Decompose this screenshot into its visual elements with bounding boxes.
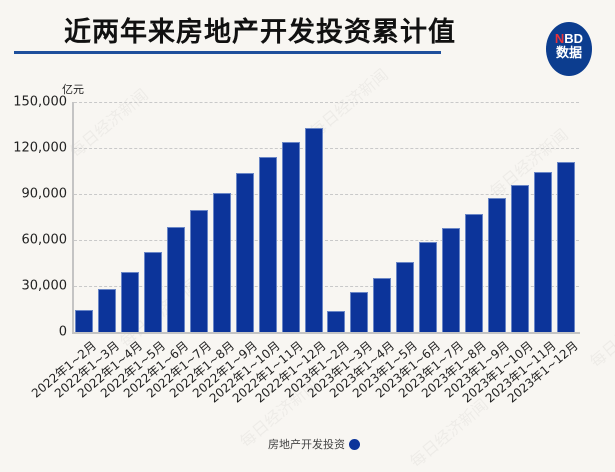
gridline [74, 194, 579, 195]
bar[interactable] [511, 184, 530, 332]
y-tick-label: 150,000 [13, 94, 67, 110]
bar[interactable] [327, 311, 346, 332]
legend-label: 房地产开发投资 [268, 438, 345, 451]
y-tick-label: 120,000 [13, 140, 67, 156]
bar[interactable] [419, 242, 438, 332]
bar[interactable] [235, 173, 254, 332]
bar[interactable] [442, 228, 461, 332]
legend-dot-icon [349, 439, 360, 450]
watermark: 每日经济新闻 [404, 392, 493, 472]
gridline [74, 102, 579, 103]
bar[interactable] [534, 172, 552, 332]
bar[interactable] [75, 309, 93, 332]
legend: 房地产开发投资 [268, 436, 360, 452]
bar[interactable] [350, 292, 369, 332]
y-axis-line [72, 102, 74, 333]
bar[interactable] [258, 157, 277, 332]
y-tick-label: 0 [58, 324, 67, 340]
bar[interactable] [166, 227, 185, 332]
gridline [74, 240, 579, 241]
logo-n: N [554, 31, 565, 46]
y-tick-label: 30,000 [21, 278, 68, 294]
bar[interactable] [556, 161, 575, 332]
bar[interactable] [120, 271, 139, 332]
logo-data-text: 数据 [555, 46, 582, 61]
bar[interactable] [465, 214, 484, 332]
nbd-logo: NBD 数据 [546, 22, 592, 76]
gridline [74, 148, 579, 149]
watermark: 每日经济新闻 [584, 292, 615, 372]
gridline [74, 286, 579, 287]
y-tick-label: 90,000 [21, 186, 68, 202]
logo-bd: BD [564, 31, 584, 46]
bar[interactable] [396, 261, 415, 332]
title-underline [14, 51, 441, 54]
x-axis-line [72, 332, 580, 334]
title: 近两年来房地产开发投资累计值 [64, 17, 456, 48]
bar[interactable] [281, 142, 300, 332]
bar[interactable] [189, 210, 208, 332]
bar[interactable] [488, 198, 507, 332]
y-axis-unit: 亿元 [62, 83, 84, 96]
bar[interactable] [373, 277, 392, 332]
bar[interactable] [143, 252, 162, 332]
y-tick-label: 60,000 [21, 232, 68, 248]
bar[interactable] [97, 289, 116, 332]
bar[interactable] [212, 192, 231, 332]
bar[interactable] [304, 128, 323, 332]
